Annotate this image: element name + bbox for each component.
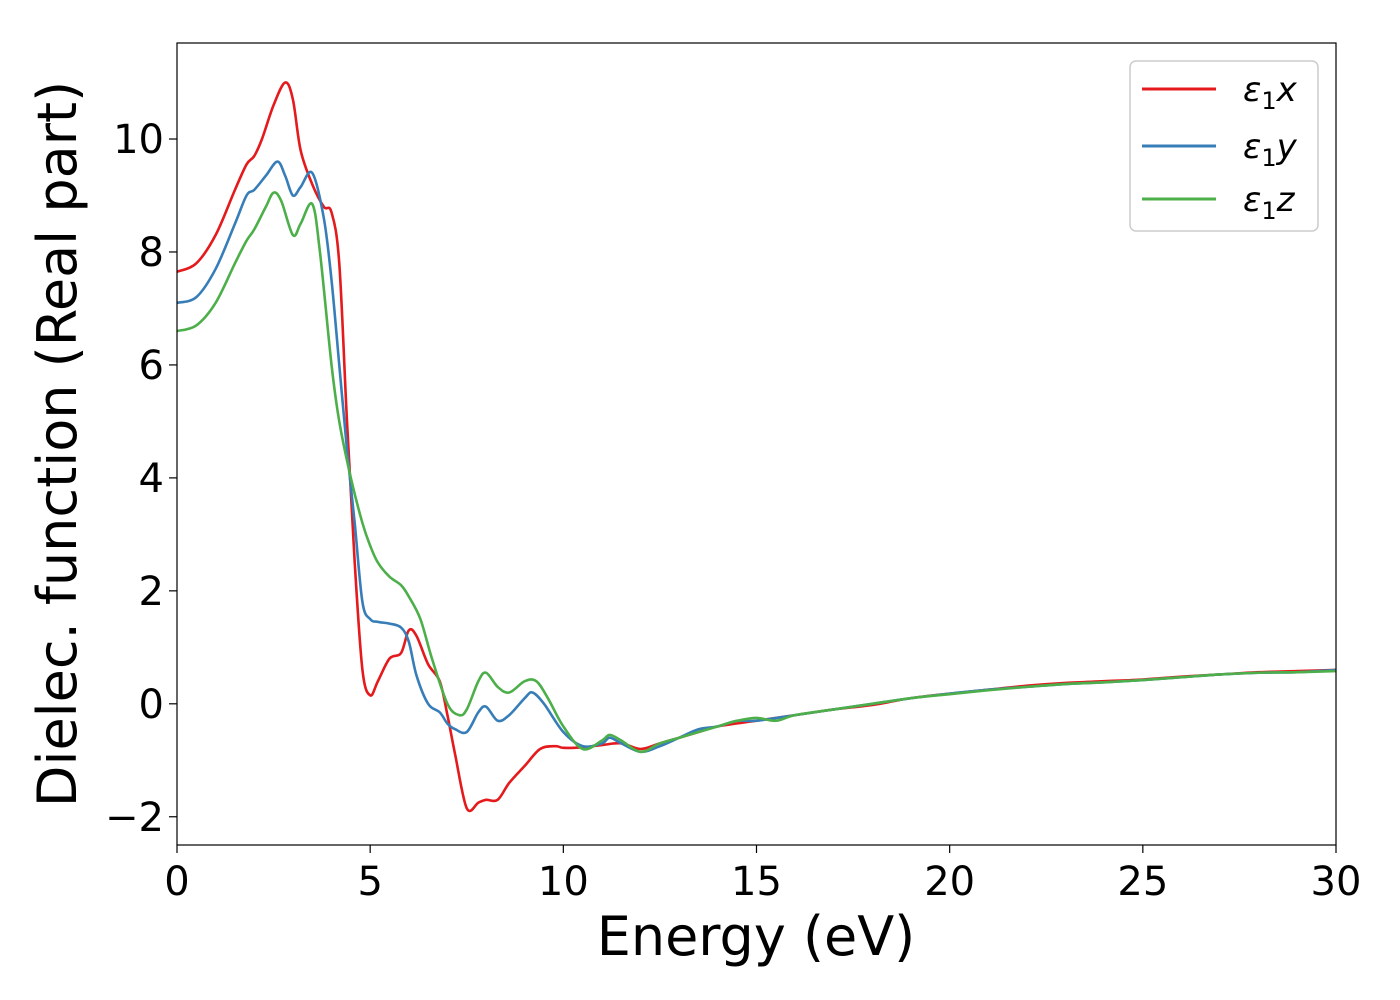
y-axis-label: Dielec. function (Real part) [26, 81, 89, 807]
legend-label-y: ε1y [1243, 127, 1298, 172]
x-tick-label: 20 [924, 859, 975, 905]
x-tick-label: 25 [1117, 859, 1168, 905]
y-tick-label: −2 [105, 795, 164, 841]
y-tick-label: 0 [139, 682, 164, 728]
x-tick-label: 30 [1311, 859, 1362, 905]
x-tick-label: 0 [164, 859, 189, 905]
x-axis: 0 5 10 15 20 25 30 [164, 845, 1361, 905]
legend-label-z: ε1z [1243, 180, 1296, 225]
x-tick-label: 10 [538, 859, 589, 905]
legend-label-x: ε1x [1243, 70, 1298, 115]
y-tick-label: 2 [139, 569, 164, 615]
y-tick-label: 10 [113, 117, 164, 163]
legend-box [1129, 60, 1319, 232]
y-tick-label: 8 [139, 230, 164, 276]
series-lines [177, 81, 1336, 813]
y-tick-label: 6 [139, 343, 164, 389]
series-line-y [177, 160, 1336, 754]
y-tick-label: 4 [139, 456, 164, 502]
legend: ε1x ε1y ε1z [1129, 60, 1319, 232]
x-axis-label: Energy (eV) [597, 905, 916, 968]
y-axis: −2 0 2 4 6 8 10 [105, 117, 177, 841]
x-tick-label: 5 [357, 859, 382, 905]
series-line-z [177, 191, 1336, 754]
x-tick-label: 15 [731, 859, 782, 905]
